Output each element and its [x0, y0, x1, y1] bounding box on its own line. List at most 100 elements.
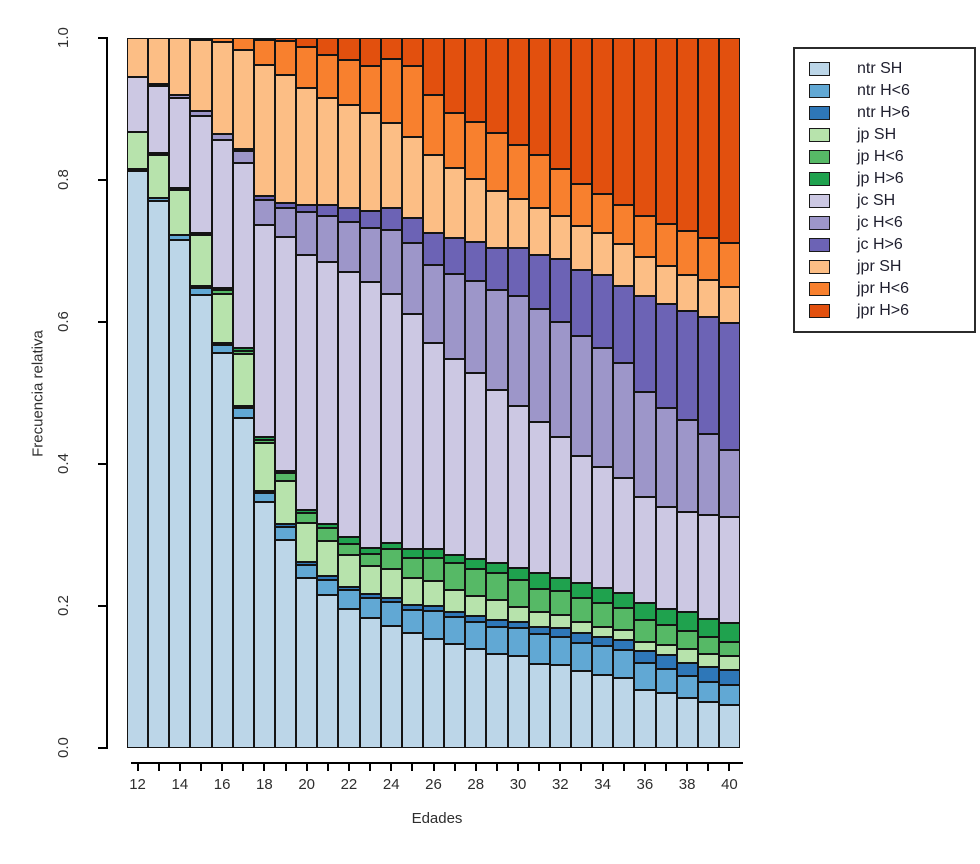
- bar-segment-jc-h-6[interactable]: [422, 265, 445, 344]
- bar-segment-ntr-h-6[interactable]: [465, 622, 487, 650]
- bar-segment-jp-h-6[interactable]: [232, 348, 254, 352]
- bar-segment-jc-sh[interactable]: [190, 115, 212, 233]
- bar-segment-jpr-sh[interactable]: [148, 38, 170, 85]
- bar-segment-jc-h-6[interactable]: [613, 285, 635, 363]
- bar-segment-jc-sh[interactable]: [444, 358, 466, 555]
- bar-segment-jp-h-6[interactable]: [380, 549, 402, 570]
- bar-segment-ntr-sh[interactable]: [570, 671, 593, 748]
- bar-segment-jc-sh[interactable]: [676, 511, 698, 613]
- bar-segment-jpr-h-6[interactable]: [253, 37, 275, 41]
- bar-segment-ntr-h-6[interactable]: [444, 617, 466, 645]
- bar-segment-jc-h-6[interactable]: [211, 134, 233, 140]
- bar-segment-jpr-h-6[interactable]: [634, 38, 656, 216]
- bar-segment-jpr-sh[interactable]: [655, 265, 677, 305]
- bar-segment-ntr-h-6[interactable]: [655, 668, 677, 694]
- bar-segment-ntr-sh[interactable]: [169, 239, 191, 748]
- bar-segment-jpr-sh[interactable]: [401, 137, 423, 219]
- bar-segment-jc-h-6[interactable]: [190, 110, 212, 116]
- bar-segment-jp-h-6[interactable]: [317, 527, 339, 541]
- bar-segment-ntr-sh[interactable]: [380, 625, 402, 748]
- bar-segment-ntr-h-6[interactable]: [634, 651, 656, 663]
- bar-segment-ntr-h-6[interactable]: [697, 667, 719, 682]
- bar-segment-jp-sh[interactable]: [169, 189, 191, 236]
- bar-segment-jp-h-6[interactable]: [317, 524, 339, 528]
- stacked-bar-age-35[interactable]: [613, 38, 635, 748]
- bar-segment-ntr-sh[interactable]: [338, 608, 360, 748]
- bar-segment-ntr-h-6[interactable]: [592, 646, 614, 675]
- bar-segment-jc-h-6[interactable]: [338, 207, 360, 222]
- bar-segment-jpr-h-6[interactable]: [401, 38, 423, 67]
- bar-segment-ntr-sh[interactable]: [317, 595, 339, 748]
- bar-segment-jpr-sh[interactable]: [507, 199, 529, 248]
- bar-segment-jc-h-6[interactable]: [507, 295, 529, 406]
- bar-segment-jpr-sh[interactable]: [570, 226, 593, 270]
- stacked-bar-age-39[interactable]: [697, 38, 719, 748]
- bar-segment-jp-h-6[interactable]: [422, 557, 445, 582]
- bar-segment-jpr-h-6[interactable]: [338, 60, 360, 105]
- bar-segment-jp-h-6[interactable]: [570, 583, 593, 599]
- bar-segment-jp-sh[interactable]: [486, 600, 508, 621]
- bar-segment-jp-h-6[interactable]: [549, 577, 571, 592]
- bar-segment-ntr-h-6[interactable]: [380, 597, 402, 603]
- stacked-bar-age-32[interactable]: [549, 38, 571, 748]
- bar-segment-ntr-h-6[interactable]: [296, 564, 318, 578]
- bar-segment-jp-h-6[interactable]: [507, 568, 529, 580]
- bar-segment-jpr-h-6[interactable]: [380, 38, 402, 60]
- bar-segment-jp-sh[interactable]: [296, 522, 318, 563]
- stacked-bar-age-26[interactable]: [422, 38, 445, 748]
- bar-segment-ntr-h-6[interactable]: [190, 288, 212, 295]
- bar-segment-jc-h-6[interactable]: [401, 218, 423, 244]
- bar-segment-ntr-sh[interactable]: [190, 294, 212, 748]
- bar-segment-jpr-sh[interactable]: [634, 256, 656, 297]
- stacked-bar-age-15[interactable]: [190, 38, 212, 748]
- bar-segment-jp-sh[interactable]: [718, 656, 741, 670]
- stacked-bar-age-22[interactable]: [338, 38, 360, 748]
- bar-segment-ntr-sh[interactable]: [549, 664, 571, 748]
- bar-segment-jc-sh[interactable]: [655, 506, 677, 609]
- bar-segment-jpr-sh[interactable]: [359, 112, 381, 211]
- bar-segment-jc-h-6[interactable]: [549, 258, 571, 323]
- bar-segment-jc-h-6[interactable]: [697, 433, 719, 516]
- bar-segment-jc-sh[interactable]: [549, 437, 571, 578]
- bar-segment-jpr-sh[interactable]: [486, 190, 508, 248]
- bar-segment-ntr-h-6[interactable]: [253, 493, 275, 502]
- stacked-bar-age-19[interactable]: [274, 38, 297, 748]
- stacked-bar-age-17[interactable]: [232, 38, 254, 748]
- bar-segment-jc-sh[interactable]: [296, 254, 318, 511]
- stacked-bar-age-20[interactable]: [296, 38, 318, 748]
- bar-segment-jc-h-6[interactable]: [232, 149, 254, 152]
- bar-segment-jc-sh[interactable]: [232, 162, 254, 349]
- bar-segment-jc-h-6[interactable]: [253, 199, 275, 225]
- stacked-bar-age-27[interactable]: [444, 38, 466, 748]
- stacked-bar-age-13[interactable]: [148, 38, 170, 748]
- bar-segment-jpr-h-6[interactable]: [422, 38, 445, 95]
- bar-segment-ntr-h-6[interactable]: [718, 684, 741, 705]
- bar-segment-jp-h-6[interactable]: [634, 619, 656, 642]
- bar-segment-jp-h-6[interactable]: [401, 557, 423, 578]
- bar-segment-jc-h-6[interactable]: [274, 208, 297, 237]
- bar-segment-ntr-sh[interactable]: [444, 644, 466, 748]
- bar-segment-jp-h-6[interactable]: [528, 589, 550, 613]
- bar-segment-jp-sh[interactable]: [401, 577, 423, 605]
- bar-segment-jp-sh[interactable]: [422, 581, 445, 607]
- bar-segment-jp-h-6[interactable]: [253, 440, 275, 444]
- bar-segment-jp-sh[interactable]: [507, 606, 529, 622]
- bar-segment-jpr-h-6[interactable]: [528, 38, 550, 156]
- bar-segment-ntr-h-6[interactable]: [655, 655, 677, 669]
- bar-segment-jp-sh[interactable]: [592, 626, 614, 637]
- bar-segment-jp-h-6[interactable]: [592, 588, 614, 604]
- bar-segment-jc-h-6[interactable]: [380, 208, 402, 230]
- bar-segment-jp-h-6[interactable]: [190, 232, 212, 236]
- bar-segment-jpr-h-6[interactable]: [465, 121, 487, 179]
- bar-segment-jpr-h-6[interactable]: [296, 38, 318, 47]
- bar-segment-jpr-h-6[interactable]: [401, 66, 423, 138]
- bar-segment-jc-h-6[interactable]: [380, 229, 402, 294]
- bar-segment-jpr-h-6[interactable]: [676, 38, 698, 232]
- bar-segment-jc-h-6[interactable]: [486, 290, 508, 390]
- bar-segment-jp-h-6[interactable]: [655, 608, 677, 626]
- bar-segment-jp-h-6[interactable]: [422, 549, 445, 558]
- bar-segment-jc-h-6[interactable]: [528, 255, 550, 309]
- bar-segment-jpr-h-6[interactable]: [613, 38, 635, 205]
- stacked-bar-age-28[interactable]: [465, 38, 487, 748]
- bar-segment-jp-h-6[interactable]: [444, 563, 466, 591]
